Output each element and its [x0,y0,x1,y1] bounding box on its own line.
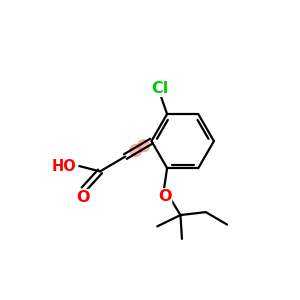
Text: Cl: Cl [151,81,168,96]
Text: HO: HO [51,159,76,174]
Circle shape [138,140,150,152]
Text: O: O [76,190,90,205]
Circle shape [130,144,142,156]
Text: O: O [158,189,172,204]
